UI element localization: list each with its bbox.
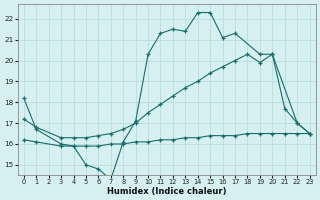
X-axis label: Humidex (Indice chaleur): Humidex (Indice chaleur): [107, 187, 227, 196]
